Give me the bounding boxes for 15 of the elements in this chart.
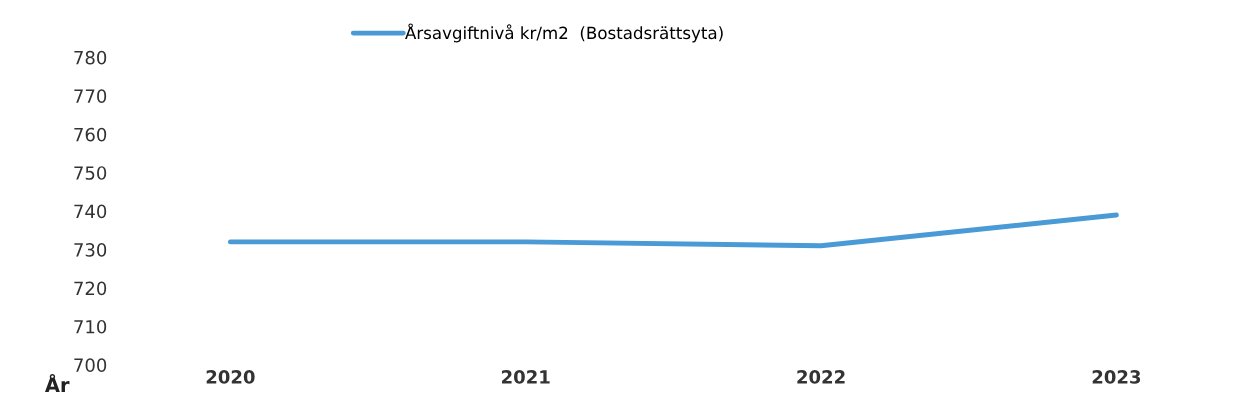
y-tick-label: 720 [74,281,107,296]
y-tick-label: 770 [74,89,107,103]
y-tick-label: 750 [74,166,107,180]
x-tick-label: 2023 [1092,370,1141,384]
y-tick-label: 700 [74,358,107,373]
y-tick-label: 740 [74,204,107,219]
x-tick-label: 2022 [797,370,845,384]
x-axis-title: År [44,373,70,392]
legend-label: Årsavgiftnivå kr/m2 (Bostadsrättsyta) [405,23,723,43]
y-tick-label: 710 [74,319,107,334]
x-tick-label: 2021 [502,370,550,384]
x-tick-label: 2020 [206,370,255,384]
y-tick-label: 780 [74,50,107,65]
y-tick-label: 730 [74,243,107,257]
y-tick-label: 760 [74,127,107,142]
